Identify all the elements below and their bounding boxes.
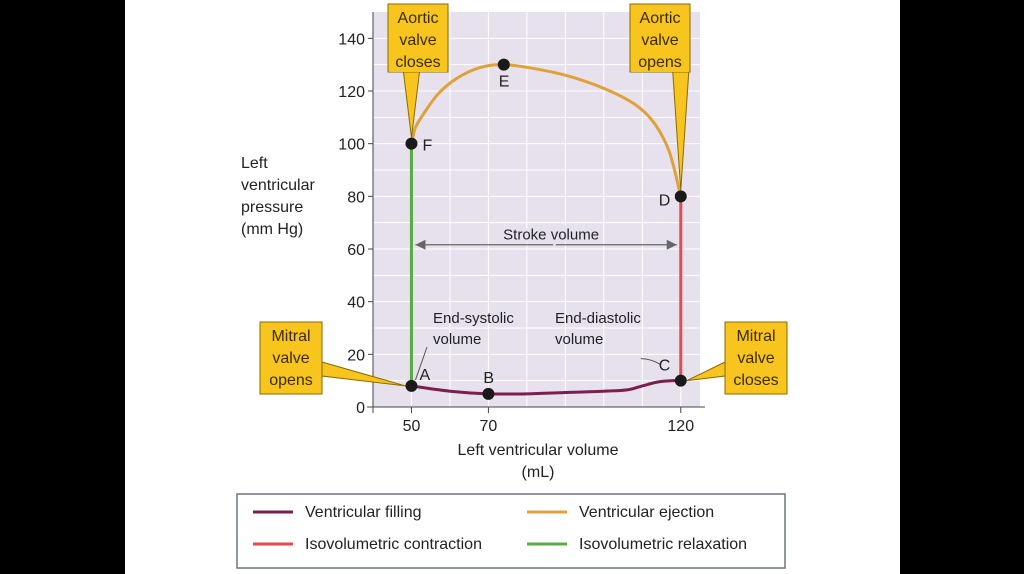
point-label-e: E <box>499 74 510 91</box>
y-tick-label: 0 <box>356 400 365 417</box>
x-tick-label: 120 <box>667 418 694 435</box>
point-e <box>497 58 510 71</box>
legend-label: Ventricular ejection <box>579 504 714 521</box>
figure-panel: 0 20 40 60 80 100 120 140 50 70 120 Left ventricular… <box>125 0 900 574</box>
end-systolic-leader <box>414 346 428 381</box>
stroke-volume-label: Stroke volume <box>503 227 599 244</box>
legend-label: Isovolumetric contraction <box>305 536 482 553</box>
y-tick-label: 20 <box>347 347 365 364</box>
point-label-c: C <box>659 358 671 375</box>
y-tick-label: 100 <box>338 137 365 154</box>
callout-text-line: valve <box>737 350 774 367</box>
callout-text-line: closes <box>395 54 440 71</box>
point-label-a: A <box>419 367 430 384</box>
pressure-volume-loop-chart: 0 20 40 60 80 100 120 140 50 70 120 Left ventricular… <box>236 3 788 569</box>
callout-text-line: valve <box>641 32 678 49</box>
callout-text-line: valve <box>272 350 309 367</box>
x-tick-label: 70 <box>480 418 498 435</box>
point-c <box>674 374 687 387</box>
point-label-d: D <box>659 192 671 209</box>
legend-item: Ventricular filling <box>253 504 422 521</box>
callout-text-line: Aortic <box>398 10 439 27</box>
y-tick-label: 140 <box>338 31 365 48</box>
x-axis-title-line: Left ventricular volume <box>458 442 619 459</box>
end-systolic-label-line: End-systolic <box>433 310 514 327</box>
legend-label: Isovolumetric relaxation <box>579 536 747 553</box>
legend-item: Isovolumetric contraction <box>253 536 482 553</box>
legend-label: Ventricular filling <box>305 504 422 521</box>
callout-text-line: opens <box>638 54 682 71</box>
y-tick-label: 80 <box>347 189 365 206</box>
x-axis-title-line: (mL) <box>522 464 555 481</box>
callout-text-line: opens <box>269 372 313 389</box>
point-d <box>674 190 687 203</box>
y-axis-title-line: (mm Hg) <box>241 221 303 238</box>
callout-mitral-opens: Mitral valve opens <box>259 321 406 395</box>
y-tick-label: 120 <box>338 84 365 101</box>
x-tick-label: 50 <box>403 418 421 435</box>
y-tick-label: 60 <box>347 242 365 259</box>
callout-aortic-closes: Aortic valve closes <box>387 3 449 138</box>
point-b <box>482 387 495 400</box>
point-a <box>405 379 418 392</box>
callout-seam <box>631 70 689 72</box>
point-f <box>405 137 418 150</box>
ejection-curve <box>409 63 683 198</box>
legend: Ventricular filling Ventricular ejection I… <box>236 493 786 569</box>
filling-curve <box>409 379 683 396</box>
plot-background <box>373 12 700 407</box>
callout-text-line: Mitral <box>271 328 310 345</box>
point-label-b: B <box>483 370 494 387</box>
stroke-volume-arrowhead-left <box>415 239 426 250</box>
callout-text-line: valve <box>399 32 436 49</box>
callout-mitral-closes: Mitral valve closes <box>686 321 788 395</box>
callout-box <box>724 321 788 395</box>
callout-box <box>259 321 323 395</box>
callout-seam <box>261 362 321 376</box>
stroke-volume-arrowhead-right <box>666 239 677 250</box>
callout-seam <box>726 362 786 376</box>
y-tick-label: 40 <box>347 295 365 312</box>
end-diastolic-leader <box>640 358 662 366</box>
callout-text-line: Mitral <box>736 328 775 345</box>
callout-seam <box>389 70 447 72</box>
legend-item: Isovolumetric relaxation <box>527 536 747 553</box>
end-diastolic-label-line: End-diastolic <box>555 310 641 327</box>
callout-aortic-opens: Aortic valve opens <box>629 3 691 191</box>
y-axis-title-line: ventricular <box>241 177 315 194</box>
callout-box <box>387 3 449 73</box>
callout-text-line: closes <box>733 372 778 389</box>
y-axis-title-line: pressure <box>241 199 303 216</box>
y-axis-title-line: Left <box>241 155 268 172</box>
end-diastolic-label-line: volume <box>555 331 603 348</box>
legend-item: Ventricular ejection <box>527 504 714 521</box>
legend-box <box>236 493 786 569</box>
callout-text-line: Aortic <box>640 10 681 27</box>
end-systolic-label-line: volume <box>433 331 481 348</box>
point-label-f: F <box>422 138 432 155</box>
